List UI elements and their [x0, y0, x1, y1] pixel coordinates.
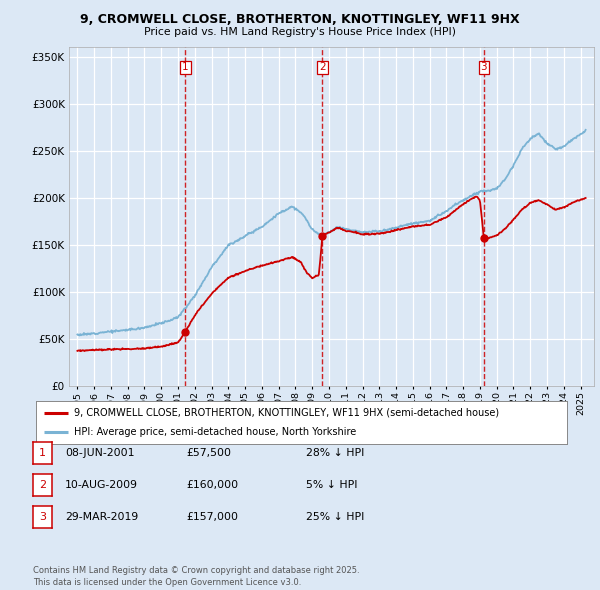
Text: 08-JUN-2001: 08-JUN-2001	[65, 448, 134, 458]
Text: HPI: Average price, semi-detached house, North Yorkshire: HPI: Average price, semi-detached house,…	[74, 427, 356, 437]
Text: Contains HM Land Registry data © Crown copyright and database right 2025.
This d: Contains HM Land Registry data © Crown c…	[33, 566, 359, 587]
Text: 1: 1	[39, 448, 46, 458]
Text: £160,000: £160,000	[186, 480, 238, 490]
Text: 10-AUG-2009: 10-AUG-2009	[65, 480, 138, 490]
Text: 3: 3	[481, 63, 487, 73]
Text: 2: 2	[39, 480, 46, 490]
Text: 9, CROMWELL CLOSE, BROTHERTON, KNOTTINGLEY, WF11 9HX (semi-detached house): 9, CROMWELL CLOSE, BROTHERTON, KNOTTINGL…	[74, 408, 499, 418]
Text: 2: 2	[319, 63, 326, 73]
Text: £157,000: £157,000	[186, 512, 238, 522]
Text: £57,500: £57,500	[186, 448, 231, 458]
Text: 3: 3	[39, 512, 46, 522]
Text: 9, CROMWELL CLOSE, BROTHERTON, KNOTTINGLEY, WF11 9HX: 9, CROMWELL CLOSE, BROTHERTON, KNOTTINGL…	[80, 13, 520, 26]
Text: 1: 1	[182, 63, 189, 73]
Text: Price paid vs. HM Land Registry's House Price Index (HPI): Price paid vs. HM Land Registry's House …	[144, 27, 456, 37]
Text: 5% ↓ HPI: 5% ↓ HPI	[306, 480, 358, 490]
Text: 29-MAR-2019: 29-MAR-2019	[65, 512, 138, 522]
Text: 28% ↓ HPI: 28% ↓ HPI	[306, 448, 364, 458]
Text: 25% ↓ HPI: 25% ↓ HPI	[306, 512, 364, 522]
